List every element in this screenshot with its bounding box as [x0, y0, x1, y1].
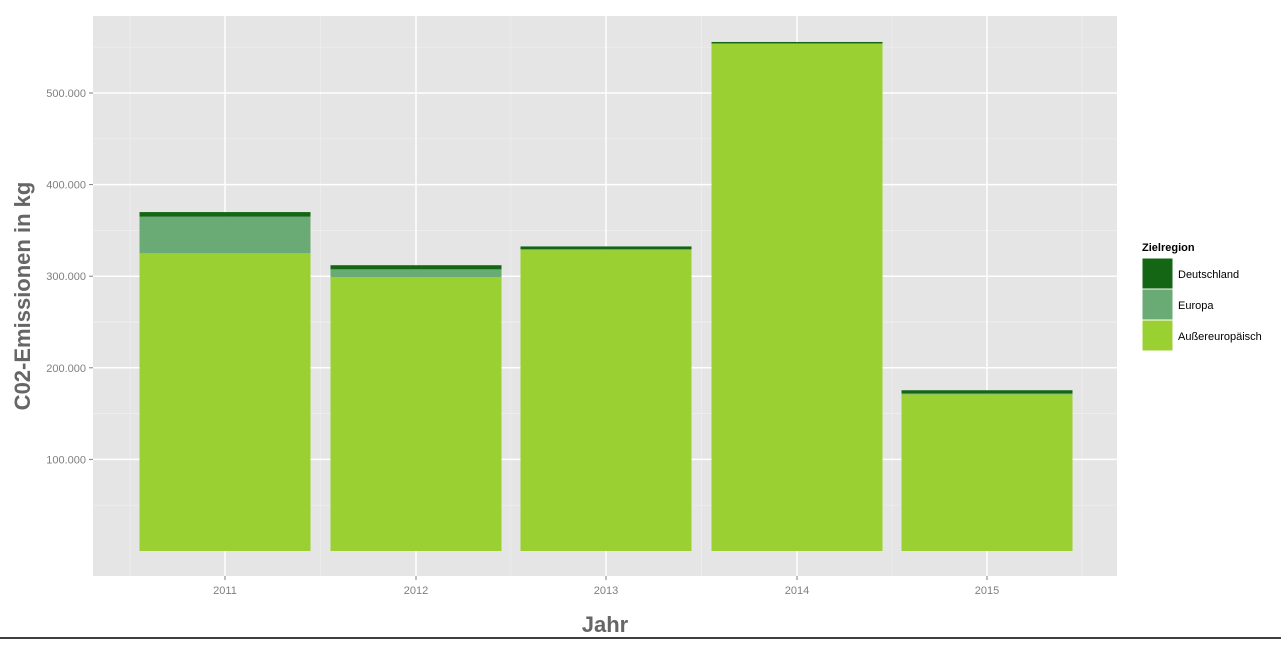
legend-title: Zielregion: [1142, 242, 1195, 254]
x-tick-label: 2014: [785, 585, 809, 597]
y-axis-title: C02-Emissionen in kg: [10, 182, 35, 411]
y-tick-label: 400.000: [46, 180, 86, 192]
bar-segment-2014-europa: [711, 43, 883, 44]
x-axis-title: Jahr: [582, 612, 629, 637]
bar-segment-2013-europa: [520, 249, 692, 251]
x-tick-label: 2012: [404, 585, 428, 597]
bar-segment-2012-europa: [330, 269, 502, 278]
bar-segment-2014-deutschland: [711, 41, 883, 44]
bar-segment-2015-europa: [901, 393, 1073, 395]
legend-swatch-europa: [1141, 288, 1174, 321]
bar-segment-2012-deutschland: [330, 265, 502, 270]
bar-segment-2011-deutschland: [139, 212, 311, 217]
bar-segment-2011-europa: [139, 216, 311, 254]
x-tick-label: 2015: [975, 585, 999, 597]
bar-segment-2013-außereuropäisch: [520, 250, 692, 551]
bar-segment-2015-deutschland: [901, 390, 1073, 394]
y-tick-label: 300.000: [46, 271, 86, 283]
bar-segment-2013-deutschland: [520, 246, 692, 250]
legend-label: Europa: [1178, 300, 1214, 312]
bar-segment-2011-außereuropäisch: [139, 253, 311, 552]
y-tick-label: 200.000: [46, 363, 86, 375]
x-tick-label: 2013: [594, 585, 618, 597]
y-tick-label: 500.000: [46, 88, 86, 100]
bar-segment-2012-außereuropäisch: [330, 277, 502, 551]
legend-swatch-außereuropäisch: [1141, 319, 1174, 352]
bar-segment-2014-außereuropäisch: [711, 43, 883, 551]
y-tick-label: 100.000: [46, 454, 86, 466]
x-tick-label: 2011: [213, 585, 237, 597]
legend-label: Deutschland: [1178, 269, 1239, 281]
legend: Zielregion Deutschland Europa Außereuropäi…: [1141, 242, 1262, 352]
bar-segment-2015-außereuropäisch: [901, 394, 1073, 551]
legend-swatch-deutschland: [1141, 257, 1174, 290]
legend-label: Außereuropäisch: [1178, 331, 1262, 343]
